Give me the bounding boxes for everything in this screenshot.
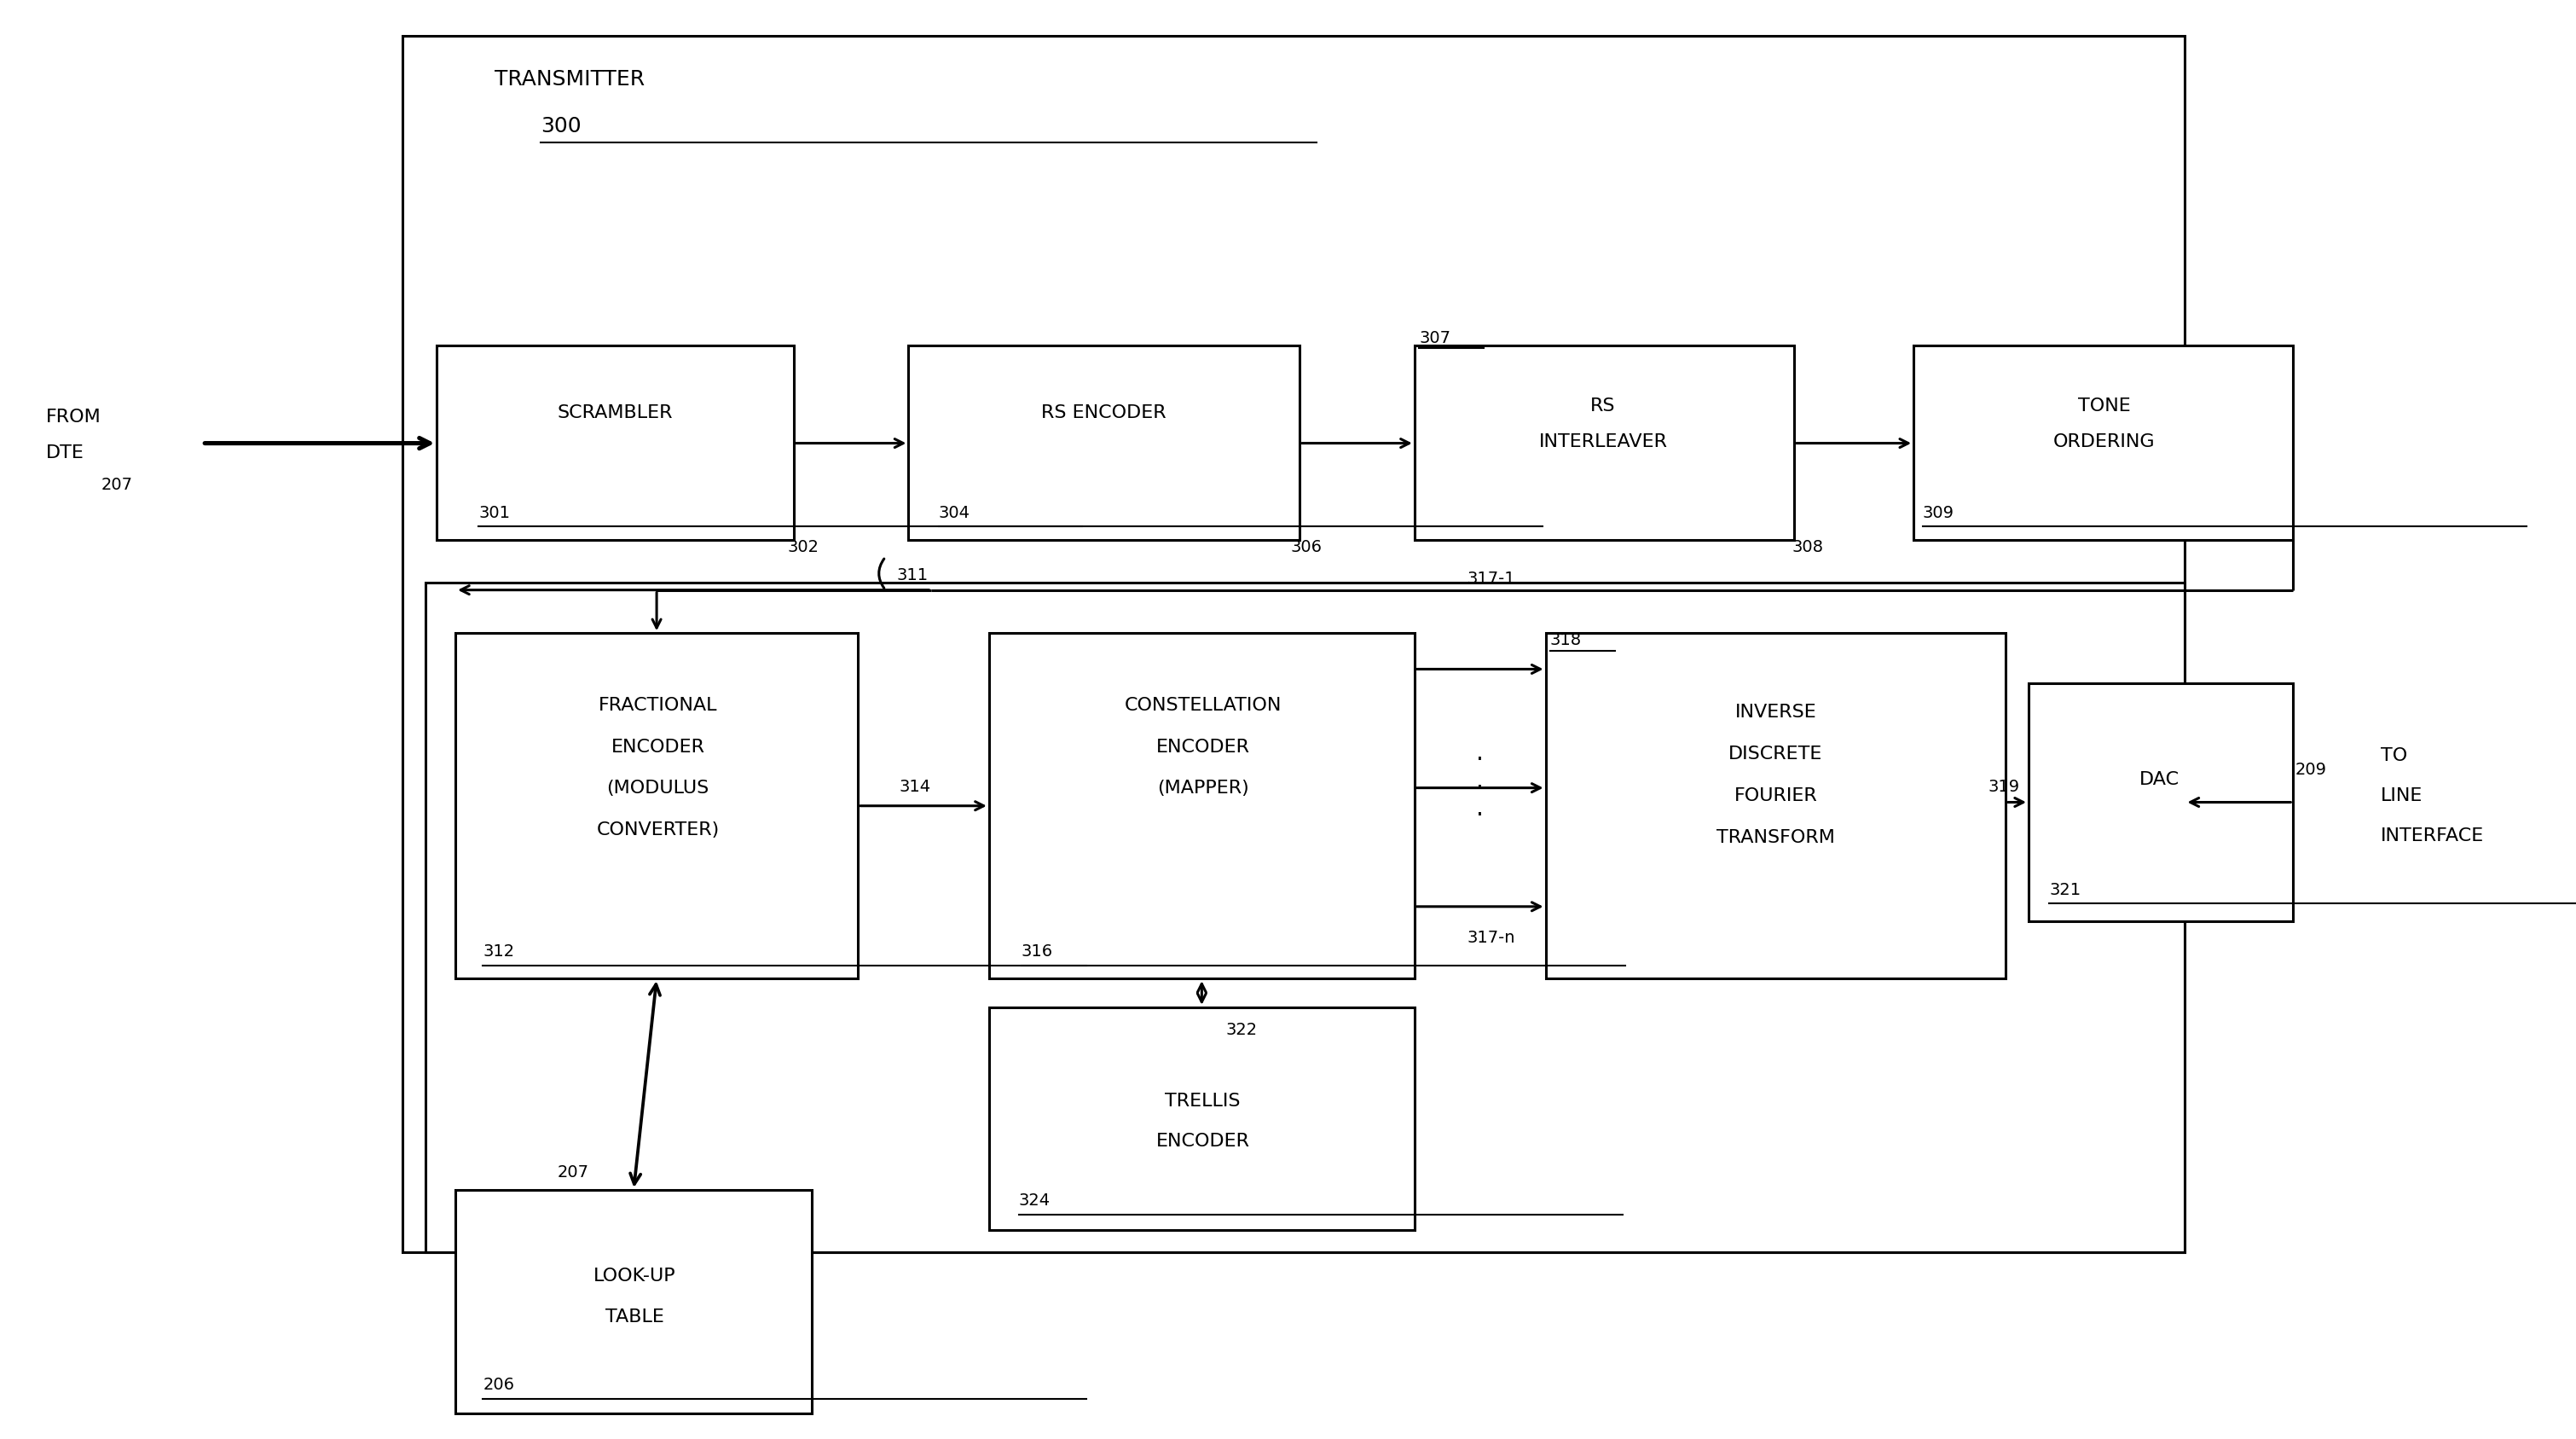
Text: TRANSMITTER: TRANSMITTER (495, 69, 644, 89)
Text: 209: 209 (2295, 761, 2326, 778)
FancyBboxPatch shape (909, 345, 1298, 540)
Text: 318: 318 (1551, 632, 1582, 649)
Text: 312: 312 (484, 944, 515, 960)
Text: 304: 304 (938, 505, 971, 521)
Text: 302: 302 (788, 538, 819, 555)
Text: TRELLIS: TRELLIS (1164, 1092, 1242, 1109)
Text: 311: 311 (896, 567, 930, 584)
Text: LOOK-UP: LOOK-UP (592, 1268, 675, 1285)
FancyBboxPatch shape (456, 1190, 811, 1413)
Text: DTE: DTE (46, 445, 85, 462)
Text: 301: 301 (479, 505, 510, 521)
Text: 308: 308 (1793, 538, 1824, 555)
Text: 319: 319 (1989, 778, 2020, 796)
Text: 307: 307 (1419, 330, 1450, 347)
Text: LINE: LINE (2380, 787, 2421, 804)
Text: 306: 306 (1291, 538, 1321, 555)
Text: 207: 207 (556, 1164, 590, 1181)
Text: TONE: TONE (2079, 397, 2130, 414)
FancyBboxPatch shape (989, 1007, 1414, 1230)
Text: (MODULUS: (MODULUS (605, 780, 708, 797)
Text: (MAPPER): (MAPPER) (1157, 780, 1249, 797)
FancyBboxPatch shape (402, 36, 2184, 1252)
Text: 317-1: 317-1 (1468, 570, 1515, 587)
Text: 322: 322 (1226, 1022, 1257, 1039)
Text: ORDERING: ORDERING (2053, 433, 2156, 450)
FancyBboxPatch shape (425, 583, 2184, 1252)
Text: INVERSE: INVERSE (1734, 704, 1816, 721)
FancyBboxPatch shape (1546, 633, 2007, 979)
FancyBboxPatch shape (438, 345, 793, 540)
FancyBboxPatch shape (989, 633, 1414, 979)
Text: 207: 207 (100, 476, 134, 494)
Text: INTERFACE: INTERFACE (2380, 827, 2483, 845)
FancyBboxPatch shape (2030, 684, 2293, 921)
Text: 321: 321 (2050, 882, 2081, 898)
Text: RS: RS (1589, 397, 1615, 414)
Text: ENCODER: ENCODER (1157, 1132, 1249, 1150)
Text: ENCODER: ENCODER (611, 738, 706, 755)
Text: INTERLEAVER: INTERLEAVER (1538, 433, 1667, 450)
Text: DISCRETE: DISCRETE (1728, 745, 1824, 763)
FancyBboxPatch shape (1414, 345, 1793, 540)
Text: DAC: DAC (2141, 771, 2179, 789)
Text: CONVERTER): CONVERTER) (595, 822, 719, 839)
Text: ·
·
·: · · · (1476, 748, 1484, 827)
Text: 314: 314 (899, 778, 933, 796)
Text: RS ENCODER: RS ENCODER (1041, 404, 1167, 422)
Text: 324: 324 (1020, 1193, 1051, 1209)
Text: ENCODER: ENCODER (1157, 738, 1249, 755)
Text: CONSTELLATION: CONSTELLATION (1123, 696, 1280, 714)
Text: FRACTIONAL: FRACTIONAL (598, 696, 716, 714)
Text: FOURIER: FOURIER (1734, 787, 1816, 804)
Text: TRANSFORM: TRANSFORM (1716, 829, 1834, 846)
Text: TABLE: TABLE (605, 1308, 665, 1325)
FancyBboxPatch shape (456, 633, 858, 979)
Text: FROM: FROM (46, 409, 100, 426)
Text: TO: TO (2380, 747, 2406, 764)
Text: 316: 316 (1020, 944, 1054, 960)
Text: 300: 300 (541, 117, 582, 137)
Text: SCRAMBLER: SCRAMBLER (556, 404, 672, 422)
Text: 206: 206 (484, 1377, 515, 1393)
Text: 309: 309 (1922, 505, 1955, 521)
Text: 317-n: 317-n (1468, 930, 1515, 947)
FancyBboxPatch shape (1914, 345, 2293, 540)
